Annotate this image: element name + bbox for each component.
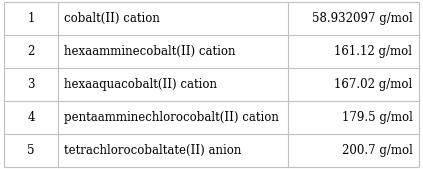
- Text: 179.5 g/mol: 179.5 g/mol: [341, 111, 412, 124]
- Text: 2: 2: [27, 45, 35, 58]
- Text: 4: 4: [27, 111, 35, 124]
- Text: 58.932097 g/mol: 58.932097 g/mol: [312, 12, 412, 25]
- Text: 5: 5: [27, 144, 35, 157]
- Text: pentaamminechlorocobalt(II) cation: pentaamminechlorocobalt(II) cation: [64, 111, 279, 124]
- Text: cobalt(II) cation: cobalt(II) cation: [64, 12, 160, 25]
- Text: 200.7 g/mol: 200.7 g/mol: [341, 144, 412, 157]
- Text: 3: 3: [27, 78, 35, 91]
- Text: tetrachlorocobaltate(II) anion: tetrachlorocobaltate(II) anion: [64, 144, 242, 157]
- Text: 167.02 g/mol: 167.02 g/mol: [334, 78, 412, 91]
- Text: 161.12 g/mol: 161.12 g/mol: [335, 45, 412, 58]
- Text: hexaamminecobalt(II) cation: hexaamminecobalt(II) cation: [64, 45, 236, 58]
- Text: hexaaquacobalt(II) cation: hexaaquacobalt(II) cation: [64, 78, 217, 91]
- Text: 1: 1: [27, 12, 35, 25]
